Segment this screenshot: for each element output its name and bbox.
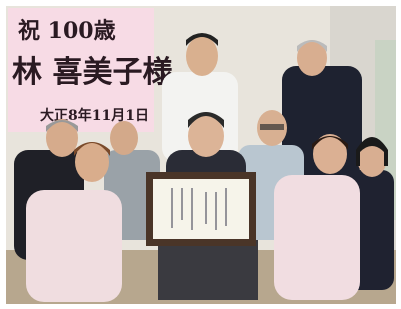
glasses [260, 124, 284, 130]
person-pink-left [26, 190, 122, 302]
head [110, 121, 138, 155]
head [186, 36, 218, 76]
page: 祝 100歳 林 喜美子様 大正8年11月1日 (() => { const d… [0, 0, 401, 309]
banner-line1: 祝 100歳 [18, 18, 116, 44]
person-pink-right [274, 175, 360, 300]
banner-line2: 林 喜美子様 [12, 55, 173, 90]
certificate [153, 179, 249, 239]
photo: 祝 100歳 林 喜美子様 大正8年11月1日 [0, 0, 401, 309]
wheelchair [158, 240, 258, 300]
